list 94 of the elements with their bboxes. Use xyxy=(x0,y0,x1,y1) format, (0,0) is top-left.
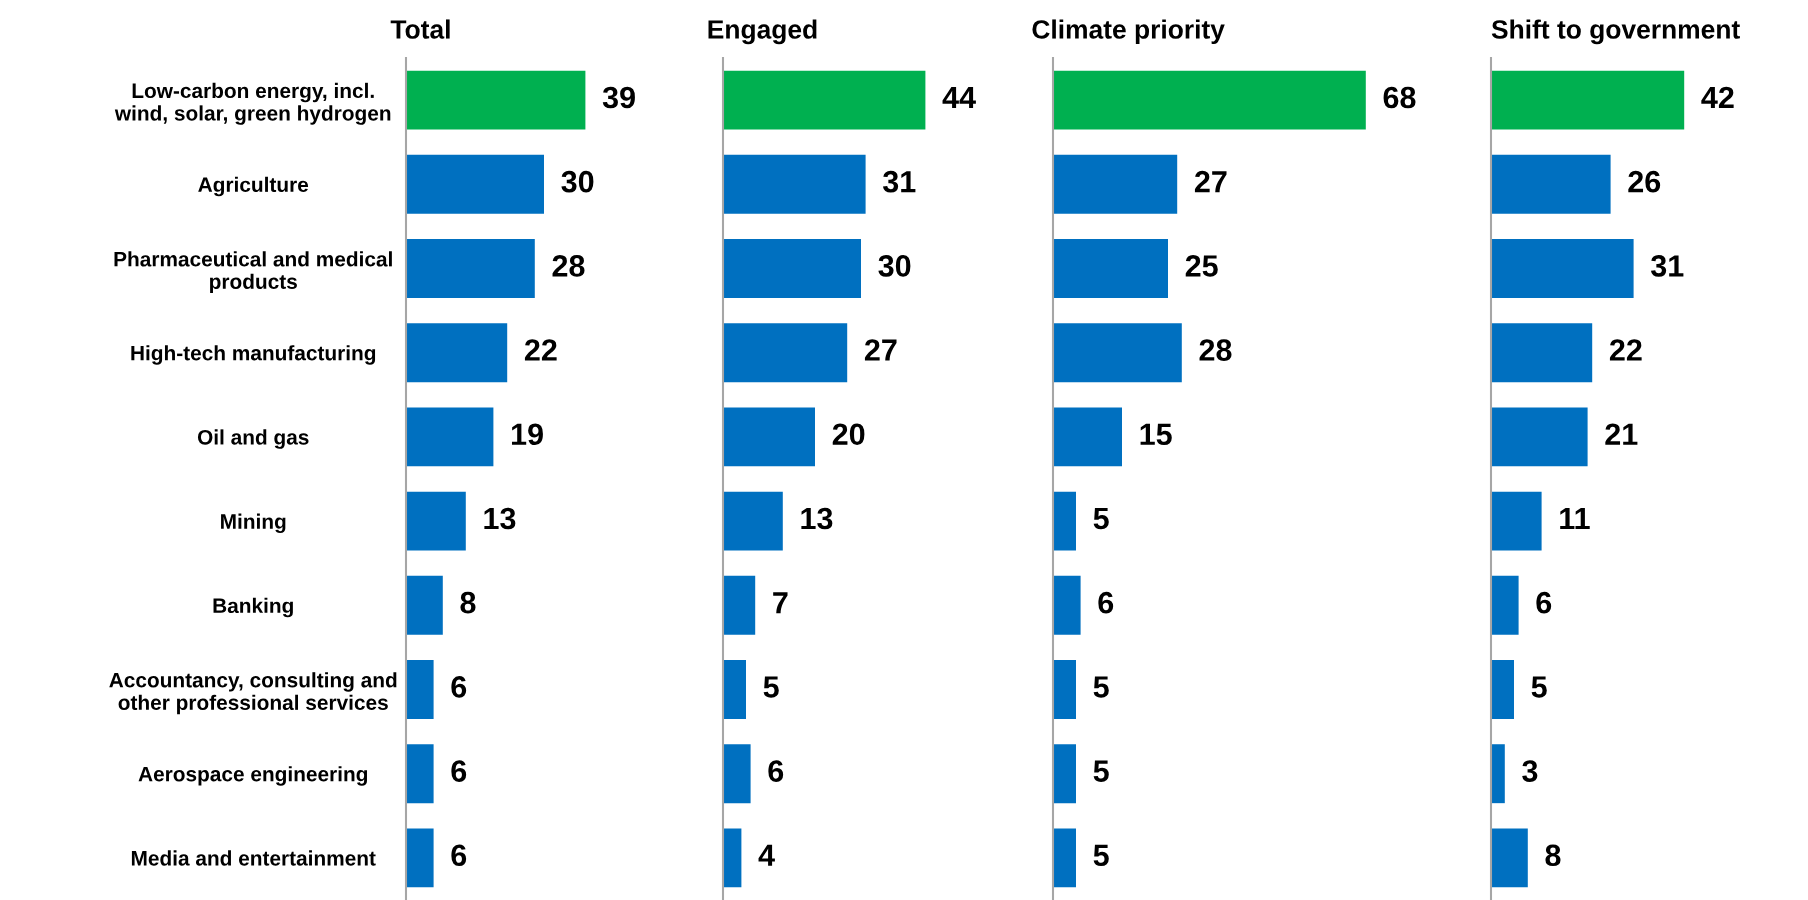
data-label: 22 xyxy=(1609,339,1642,361)
data-label: 31 xyxy=(882,170,916,193)
data-label: 19 xyxy=(511,423,543,446)
data-label: 13 xyxy=(801,507,833,530)
bar xyxy=(723,70,926,130)
data-label: 6 xyxy=(1098,591,1114,614)
bar xyxy=(723,154,866,214)
data-label: 6 xyxy=(451,760,467,782)
data-label: 6 xyxy=(768,760,784,782)
bar xyxy=(1491,744,1505,804)
data-label: 25 xyxy=(1185,255,1218,277)
bar xyxy=(1491,660,1514,719)
data-label: 44 xyxy=(942,86,976,108)
bar xyxy=(1491,154,1611,214)
data-label: 4 xyxy=(758,844,775,866)
bar xyxy=(1491,323,1593,383)
data-label: 21 xyxy=(1605,423,1638,445)
chart-title: Shift to government xyxy=(1491,19,1740,45)
bar xyxy=(406,154,544,214)
bar xyxy=(1491,491,1542,551)
data-label: 68 xyxy=(1383,86,1416,109)
bar xyxy=(1053,407,1122,467)
data-label: 11 xyxy=(1560,507,1590,529)
data-label: 30 xyxy=(561,170,594,193)
bar xyxy=(406,70,586,130)
y-tick-label: Mining xyxy=(221,513,286,534)
y-tick-label: Accountancy, consulting and other professional services xyxy=(109,672,397,715)
data-label: 13 xyxy=(484,507,516,530)
data-label: 42 xyxy=(1701,86,1734,108)
bar xyxy=(1491,239,1634,298)
y-tick-label: Low-carbon energy, incl. wind, solar, green hydrogen xyxy=(114,82,391,125)
y-tick-label: Banking xyxy=(213,597,293,618)
y-tick-label: Pharmaceutical and medical products xyxy=(114,251,392,294)
bar xyxy=(1053,154,1178,214)
bar xyxy=(406,828,434,888)
data-label: 31 xyxy=(1650,255,1684,277)
data-label: 30 xyxy=(878,255,911,277)
chart-title: Engaged xyxy=(708,19,817,45)
bar xyxy=(723,323,848,383)
bar xyxy=(406,323,508,383)
bar xyxy=(1491,407,1588,467)
bar xyxy=(723,828,742,888)
data-label: 8 xyxy=(460,591,476,614)
data-label: 5 xyxy=(1531,676,1547,698)
bar xyxy=(406,407,494,467)
data-label: 26 xyxy=(1628,170,1661,193)
data-label: 6 xyxy=(1536,591,1552,614)
data-label: 27 xyxy=(1194,170,1227,193)
bar xyxy=(723,575,756,635)
data-label: 28 xyxy=(1199,339,1232,361)
bar xyxy=(723,491,783,551)
bar xyxy=(1053,491,1076,551)
data-label: 20 xyxy=(832,423,865,446)
bar xyxy=(723,407,815,467)
bar xyxy=(1053,744,1076,804)
bar xyxy=(723,239,861,298)
bar xyxy=(1491,828,1528,888)
bar xyxy=(406,660,434,719)
bar xyxy=(1053,239,1168,298)
data-label: 15 xyxy=(1140,423,1172,446)
data-label: 3 xyxy=(1522,760,1538,782)
bar xyxy=(1491,575,1519,635)
data-label: 5 xyxy=(1093,676,1109,698)
data-label: 5 xyxy=(763,676,779,698)
y-tick-label: High-tech manufacturing xyxy=(131,345,376,365)
data-label: 6 xyxy=(451,844,467,867)
y-tick-label: Media and entertainment xyxy=(131,850,376,866)
chart-title: Total xyxy=(390,19,450,39)
bar xyxy=(723,660,746,719)
bar xyxy=(1053,575,1081,635)
data-label: 6 xyxy=(451,676,467,698)
bar xyxy=(1491,70,1685,130)
bar xyxy=(406,575,443,635)
y-tick-label: Agriculture xyxy=(198,176,309,197)
data-label: 8 xyxy=(1545,844,1561,867)
bar xyxy=(406,491,466,551)
data-label: 39 xyxy=(602,86,635,109)
bar xyxy=(406,744,434,804)
data-label: 7 xyxy=(773,592,788,614)
bar xyxy=(723,744,751,804)
bar xyxy=(1053,323,1182,383)
data-label: 22 xyxy=(524,339,557,361)
data-label: 5 xyxy=(1093,507,1109,530)
y-tick-label: Oil and gas xyxy=(197,429,309,449)
data-label: 27 xyxy=(864,339,897,361)
bar xyxy=(1053,660,1076,719)
y-tick-label: Aerospace engineering xyxy=(138,766,368,786)
data-label: 28 xyxy=(552,255,585,277)
chart-title: Climate priority xyxy=(1032,19,1225,45)
data-label: 5 xyxy=(1093,760,1109,782)
bar xyxy=(406,239,535,298)
bar xyxy=(1053,828,1076,888)
bar xyxy=(1053,70,1366,130)
data-label: 5 xyxy=(1093,844,1109,867)
